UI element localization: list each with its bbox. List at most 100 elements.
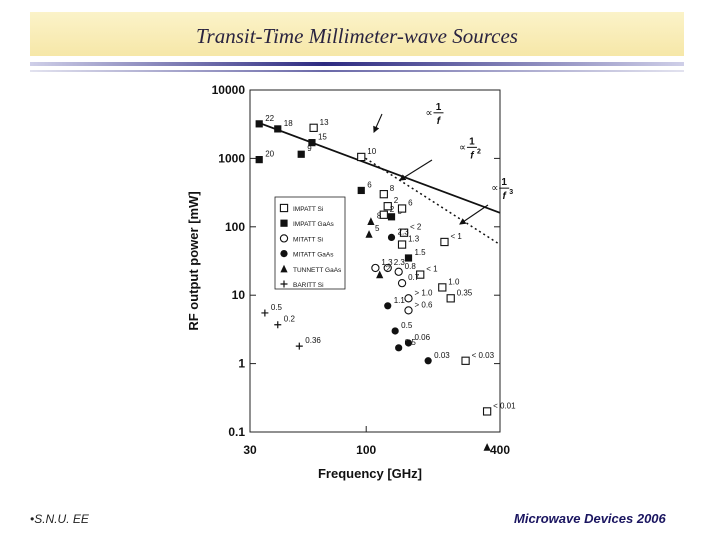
point-marker: [379, 210, 388, 219]
data-point: 10: [357, 147, 377, 162]
title-banner: Transit-Time Millimeter-wave Sources: [30, 12, 684, 56]
point-marker: [280, 264, 288, 273]
point-marker: [365, 230, 373, 238]
point-marker: [261, 309, 269, 317]
data-point: < 1: [416, 265, 438, 279]
point-marker: [416, 270, 425, 279]
data-point: 2.3: [383, 258, 406, 273]
data-point: 2: [383, 196, 399, 211]
point-marker: [279, 203, 289, 213]
point-label: 2: [394, 196, 399, 205]
point-marker: [308, 139, 316, 147]
data-point: 0.35: [446, 288, 473, 303]
point-label: < 1: [426, 265, 438, 274]
point-label: 2.3: [394, 258, 406, 267]
point-marker: [274, 321, 282, 329]
title-rule-thick: [30, 62, 684, 66]
y-tick-label: 1: [238, 357, 245, 371]
fraction-exponent: 2: [477, 148, 481, 155]
y-tick-label: 100: [225, 220, 245, 234]
x-tick-label: 100: [356, 443, 376, 457]
point-marker: [280, 280, 288, 288]
point-marker: [357, 186, 365, 195]
point-label: 1.1: [394, 296, 406, 305]
point-label: 2: [390, 205, 395, 214]
point-label: 8: [377, 211, 382, 220]
plot-frame: [249, 89, 501, 433]
legend-label: IMPATT GaAs: [293, 221, 335, 228]
legend-entry: MITATT Si: [279, 234, 323, 243]
point-label: 2.3: [398, 227, 410, 236]
data-point: 8: [367, 211, 382, 225]
point-marker: [309, 123, 318, 132]
data-point: 1.3: [397, 235, 420, 249]
point-label: < 2: [410, 223, 422, 232]
point-label: 0.7: [408, 273, 420, 282]
data-point: < 2: [399, 223, 422, 237]
data-point: 0.5: [391, 321, 413, 335]
point-label: 6: [367, 180, 372, 189]
legend-entry: BARITT Si: [280, 280, 324, 289]
point-marker: [387, 213, 396, 221]
legend-entry: TUNNETT GaAs: [280, 264, 342, 274]
point-label: 10: [367, 147, 376, 156]
point-marker: [482, 407, 492, 416]
point-marker: [446, 294, 455, 303]
point-label: < 1: [450, 232, 462, 241]
fraction-numerator: 1: [436, 102, 442, 113]
fraction-denominator: f: [503, 191, 508, 202]
point-marker: [461, 356, 470, 365]
data-point: > 1.0: [404, 288, 433, 303]
point-marker: [379, 190, 388, 199]
point-marker: [371, 263, 380, 273]
y-tick-label: 10: [232, 288, 246, 302]
point-marker: [404, 306, 413, 315]
x-axis-label: Frequency [GHz]: [318, 466, 422, 481]
data-point: 20: [255, 150, 275, 164]
point-marker: [394, 267, 403, 276]
point-marker: [404, 294, 413, 303]
data-point: 0.03: [424, 351, 450, 365]
point-label: 0.2: [284, 315, 296, 324]
data-point: 0.5: [395, 338, 416, 352]
point-marker: [440, 237, 449, 247]
legend-entry: IMPATT Si: [279, 203, 323, 213]
proportionality-annotation: ∝1 f 2: [399, 136, 481, 181]
point-marker: [297, 150, 305, 158]
point-marker: [383, 263, 392, 273]
point-marker: [383, 202, 392, 211]
data-point: 1.0: [438, 277, 460, 292]
data-point: 2: [376, 265, 391, 279]
point-marker: [274, 125, 282, 133]
point-marker: [295, 342, 303, 350]
title-rule-thin: [30, 70, 684, 72]
point-label: 5: [375, 224, 380, 233]
annotation-arrow: [373, 113, 383, 134]
fraction-denominator: f: [470, 150, 475, 161]
y-tick-label: 1000: [218, 151, 245, 165]
data-point: 5: [365, 224, 380, 238]
point-label: > 1.0: [414, 288, 433, 297]
footer-left: •S.N.U. EE: [30, 512, 89, 526]
data-point: 9: [297, 144, 312, 158]
data-point: 22: [255, 114, 275, 128]
y-tick-label: 0.1: [228, 425, 245, 439]
point-label: 6: [408, 199, 413, 208]
data-point: 1.1: [384, 296, 405, 310]
proportionality-annotation: ∝1 f 3: [459, 177, 513, 225]
point-label: 20: [265, 150, 274, 159]
fraction-exponent: 3: [509, 189, 513, 196]
legend-label: MITATT GaAs: [293, 252, 334, 259]
point-marker: [424, 357, 432, 365]
point-marker: [255, 120, 263, 128]
point-marker: [397, 204, 407, 213]
point-label: 1.0: [448, 277, 460, 286]
point-label: 0.5: [271, 303, 283, 312]
point-marker: [397, 240, 407, 249]
proportional-symbol: ∝: [459, 142, 466, 153]
data-point: < 1: [440, 232, 462, 247]
point-marker: [280, 219, 288, 227]
point-label: 8: [390, 184, 395, 193]
legend: IMPATT Si IMPATT GaAs MITATT Si MITATT GaAs…: [274, 196, 346, 290]
